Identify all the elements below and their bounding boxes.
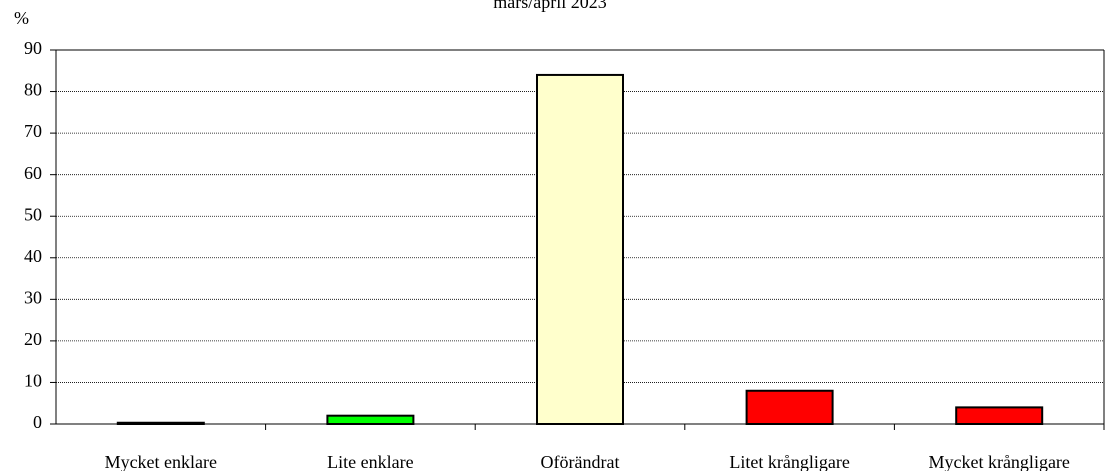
y-tick-label: 50 <box>24 204 42 224</box>
y-tick-label: 90 <box>24 38 42 58</box>
y-tick-label: 80 <box>24 80 42 100</box>
chart-title: mars/april 2023 <box>493 0 606 12</box>
bar <box>745 389 834 425</box>
y-axis-label: % <box>14 8 29 28</box>
y-tick-label: 0 <box>33 412 42 432</box>
x-tick-label: Oförändrat <box>541 452 620 471</box>
bar <box>326 414 415 426</box>
y-tick-label: 30 <box>24 287 42 307</box>
x-tick-label: Mycket enklare <box>105 452 217 471</box>
x-tick-label: Mycket krångligare <box>928 452 1069 471</box>
y-tick-label: 20 <box>24 329 42 349</box>
y-tick-label: 10 <box>24 371 42 391</box>
bar <box>116 421 205 425</box>
y-tick-label: 40 <box>24 246 42 266</box>
x-tick-label: Lite enklare <box>327 452 413 471</box>
bar <box>955 406 1044 425</box>
x-tick-label: Litet krångligare <box>729 452 849 471</box>
y-tick-label: 60 <box>24 163 42 183</box>
y-tick-label: 70 <box>24 121 42 141</box>
bar <box>536 73 624 426</box>
